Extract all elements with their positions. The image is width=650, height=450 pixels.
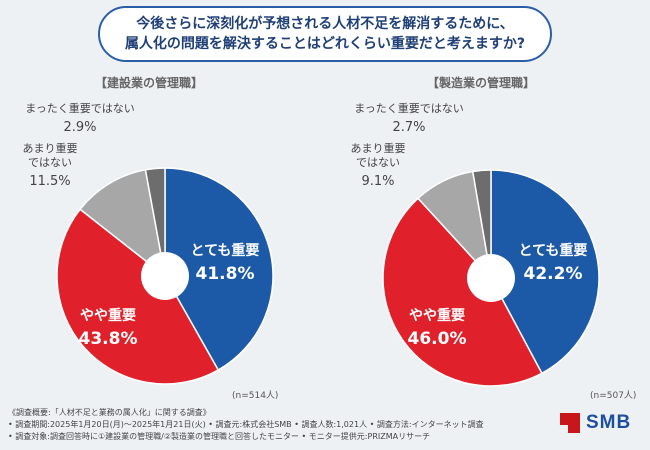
smb-logo: SMB [560,412,631,434]
slice-label-construction-2: あまり重要ではない [23,141,78,169]
survey-notes: 《調査概要:「人材不足と業務の属人化」に関する調査》 • 調査期間:2025年1… [8,407,484,443]
question-title-line-1: 今後さらに深刻化が予想される人材不足を解消するために、 [136,16,514,32]
slice-value-manufacturing-2: 9.1% [361,174,394,189]
n-label-construction: (n=514人) [232,391,279,401]
slice-value-construction-2: 11.5% [29,174,70,189]
slice-value-manufacturing-1: 46.0% [408,329,467,349]
smb-logo-text: SMB [586,412,632,433]
slice-label-manufacturing-1: やや重要 [409,307,465,324]
slice-label-construction-3: まったく重要ではない [25,101,135,115]
chart-title-construction: 【建設業の管理職】 [95,76,204,90]
survey-notes-heading: 《調査概要:「人材不足と業務の属人化」に関する調査》 [8,408,211,417]
question-title-box: 今後さらに深刻化が予想される人材不足を解消するために、 属人化の問題を解決するこ… [98,6,552,62]
survey-notes-period: • 調査期間:2025年1月20日(月)〜2025年1月21日(火) • 調査元… [8,420,484,429]
pie-center-hole-construction [141,252,189,300]
pie-slice-construction-3 [144,167,166,277]
pie-slice-construction-1 [56,208,220,385]
n-label-manufacturing: (n=507人) [590,391,637,401]
slice-value-manufacturing-0: 42.2% [524,264,583,284]
survey-notes-target: • 調査対象:調査回答時に①建設業の管理職/②製造業の管理職と回答したモニター … [8,432,431,441]
pie-slice-manufacturing-3 [471,169,492,279]
slice-label-manufacturing-2: あまり重要ではない [351,141,406,169]
slice-value-manufacturing-3: 2.7% [392,120,425,135]
slice-value-construction-1: 43.8% [79,329,138,349]
slice-label-manufacturing-3: まったく重要ではない [354,101,464,115]
pie-slice-construction-2 [79,168,167,278]
pie-center-hole-manufacturing [467,254,515,302]
pie-slice-manufacturing-1 [382,197,543,387]
pie-slice-manufacturing-0 [490,169,600,375]
smb-logo-mark-icon [560,413,580,433]
question-title-line-2: 属人化の問題を解決することはどれくらい重要だと考えますか? [124,36,526,52]
slice-label-manufacturing-0: とても重要 [519,242,588,259]
slice-value-construction-3: 2.9% [63,120,96,135]
pie-slice-construction-0 [164,167,274,372]
chart-title-manufacturing: 【製造業の管理職】 [427,76,536,90]
slice-label-construction-1: やや重要 [80,307,136,324]
slice-value-construction-0: 41.8% [196,264,255,284]
slice-label-construction-0: とても重要 [191,242,260,259]
